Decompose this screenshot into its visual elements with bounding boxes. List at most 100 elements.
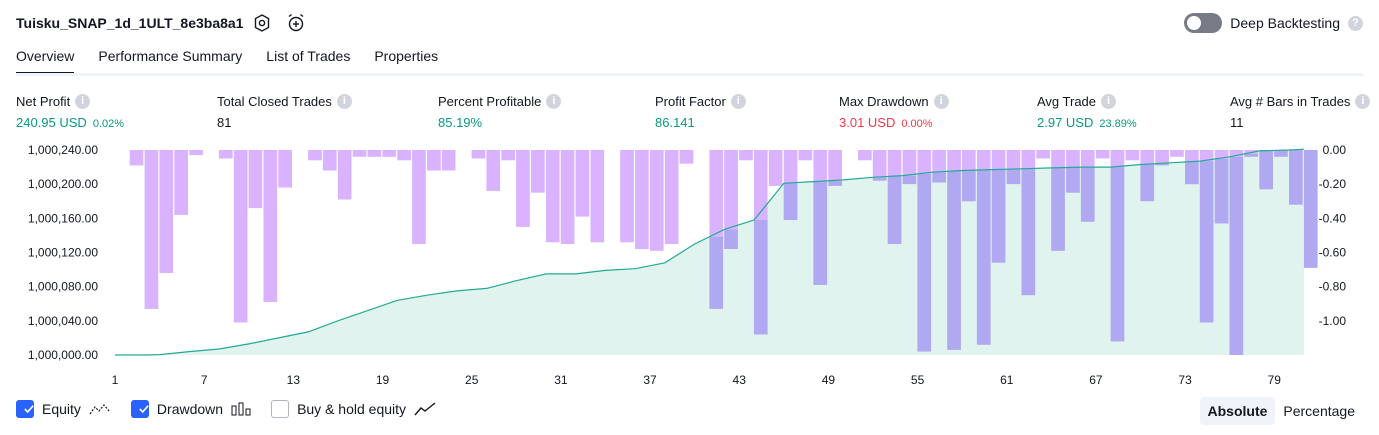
info-icon[interactable]: i [730,94,746,109]
buyhold-line-icon [414,402,436,416]
drawdown-bar [991,150,1006,170]
drawdown-bar [709,236,724,309]
alarm-add-icon[interactable] [286,13,306,33]
tab-list-of-trades[interactable]: List of Trades [266,48,351,64]
drawdown-bar [1140,150,1155,165]
drawdown-bar [352,150,367,157]
drawdown-bar [739,150,753,161]
drawdown-bar [932,172,946,183]
drawdown-bar [531,150,545,193]
info-icon[interactable]: i [933,94,949,109]
drawdown-bar [516,150,530,227]
drawdown-bar [575,150,590,217]
drawdown-bar [144,150,159,309]
stat-label: Total Closed Trades [217,94,332,109]
y-right-tick-label: 0.00 [1323,143,1347,157]
stat-value: 3.01 USD [839,115,896,130]
display-mode-toggle: Absolute Percentage [1199,397,1364,425]
equity-line [115,148,1305,356]
drawdown-bar [382,150,397,157]
help-icon[interactable]: ? [1348,15,1363,31]
x-tick-label: 7 [201,373,208,387]
stat-value: 11 [1230,115,1244,130]
stat-sub: 0.02% [92,118,125,130]
stat-percent-profitable: Percent Profitable i 85.19% [438,94,562,130]
tab-overview[interactable]: Overview [16,48,75,75]
info-icon[interactable]: i [1101,94,1117,109]
buyhold-label: Buy & hold equity [297,401,407,417]
stat-label: Net Profit [16,94,71,109]
drawdown-bar [278,150,292,188]
drawdown-bar [947,171,961,350]
drawdown-bar [1303,150,1318,268]
legend-buyhold[interactable]: Buy & hold equity [271,400,436,418]
drawdown-bar [1021,150,1036,169]
tab-performance-summary[interactable]: Performance Summary [98,48,243,64]
deep-backtesting-toggle[interactable] [1184,13,1223,33]
info-icon[interactable]: i [336,94,352,109]
mode-absolute-button[interactable]: Absolute [1199,397,1276,425]
drawdown-bar [932,150,946,173]
x-tick-label: 55 [911,373,925,387]
drawdown-bar [501,150,515,161]
stat-avg-bars: Avg # Bars in Trades i 11 [1230,94,1371,130]
x-tick-label: 37 [643,373,657,387]
drawdown-bar [412,150,426,244]
drawdown-bars-icon [231,402,251,416]
drawdown-bar [159,150,174,273]
x-tick-label: 61 [1000,373,1014,387]
tab-properties[interactable]: Properties [374,48,439,64]
drawdown-bar [1140,164,1155,202]
gear-icon[interactable] [252,13,272,33]
drawdown-checkbox[interactable] [130,400,149,418]
drawdown-bar [1006,169,1021,185]
drawdown-bar [129,150,144,166]
drawdown-bar [337,150,352,200]
x-tick-label: 13 [287,373,301,387]
drawdown-bar [828,150,842,181]
drawdown-bar [1229,150,1244,157]
drawdown-bar [367,150,382,157]
equity-label: Equity [42,401,81,417]
drawdown-bar [233,150,248,323]
info-icon[interactable]: i [75,94,91,109]
info-icon[interactable]: i [1355,94,1371,109]
drawdown-bar [1095,150,1110,159]
drawdown-bar [887,176,902,244]
drawdown-bar [1051,150,1065,168]
legend-drawdown[interactable]: Drawdown [130,400,251,418]
drawdown-bar [783,150,798,184]
drawdown-bar [1259,150,1273,190]
drawdown-bar [813,181,828,285]
x-tick-label: 1 [112,373,119,387]
drawdown-bar [1185,162,1199,185]
equity-checkbox[interactable] [16,400,34,418]
info-icon[interactable]: i [546,94,562,109]
y-left-tick-label: 1,000,120.00 [28,246,98,260]
drawdown-bar [218,150,233,159]
buyhold-checkbox[interactable] [271,400,290,418]
drawdown-bar [872,150,887,178]
drawdown-bar [1214,150,1229,159]
drawdown-bar [1155,163,1169,166]
x-tick-label: 49 [822,373,836,387]
equity-drawdown-chart: 1,000,240.00 1,000,200.00 1,000,160.00 1,00… [28,143,1347,387]
stat-label: Max Drawdown [839,94,929,109]
stat-label: Profit Factor [655,94,726,109]
drawdown-bar [947,150,961,172]
drawdown-bar [248,150,263,209]
legend-equity[interactable]: Equity [16,400,111,418]
drawdown-bar [1214,159,1229,224]
drawdown-bar [189,150,203,156]
drawdown-bar [1066,167,1080,193]
drawdown-bar [635,150,649,250]
stat-max-drawdown: Max Drawdown i 3.01 USD 0.00% [839,94,949,130]
stat-label: Avg Trade [1037,94,1097,109]
stat-sub: 23.89% [1099,118,1137,130]
drawdown-bar [902,150,917,176]
mode-percentage-button[interactable]: Percentage [1283,403,1355,419]
drawdown-bar [1066,150,1080,168]
drawdown-bar [976,170,991,345]
drawdown-bar [1185,150,1199,162]
y-left-tick-label: 1,000,040.00 [28,314,98,328]
